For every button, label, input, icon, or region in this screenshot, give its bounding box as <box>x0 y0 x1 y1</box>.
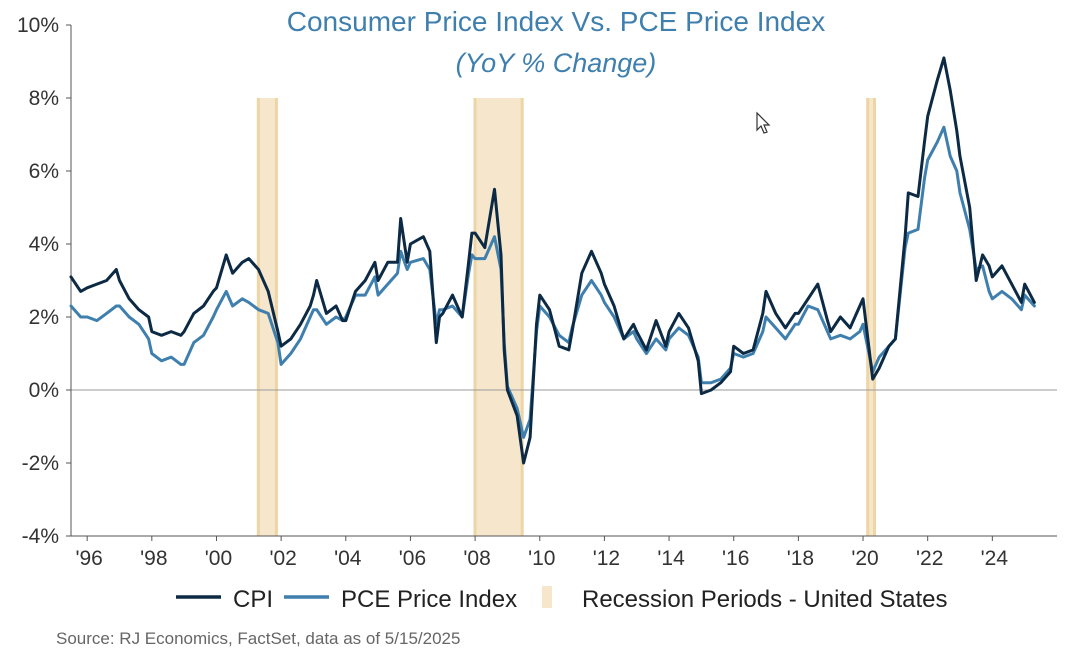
y-tick-label: 8% <box>29 87 59 110</box>
legend-item: Recession Periods - United States <box>542 586 948 613</box>
x-tick-label: '10 <box>528 547 555 570</box>
x-tick-label: '98 <box>140 547 167 570</box>
x-tick-label: '04 <box>334 547 362 570</box>
recession-band-fill <box>256 98 278 536</box>
legend: CPI PCE Price Index Recession Periods - Un… <box>176 586 948 613</box>
legend-swatch <box>542 586 552 608</box>
y-tick-label: 2% <box>29 306 59 329</box>
x-tick-label: '06 <box>399 547 426 570</box>
source-note: Source: RJ Economics, FactSet, data as o… <box>56 629 460 648</box>
mouse-cursor-icon <box>756 111 771 134</box>
recession-band-edge <box>473 98 477 536</box>
x-tick-label: '24 <box>981 547 1009 570</box>
y-tick-label: -2% <box>22 452 59 475</box>
series-line-cpi <box>69 56 1036 465</box>
recession-band-fill <box>866 98 876 536</box>
chart-subtitle: (YoY % Change) <box>456 48 657 78</box>
legend-label: Recession Periods - United States <box>582 586 948 613</box>
y-tick-label: 10% <box>17 14 59 37</box>
x-tick-label: '08 <box>463 547 490 570</box>
recession-band-edge <box>520 98 524 536</box>
x-tick-label: '00 <box>205 547 232 570</box>
y-tick-label: 0% <box>29 379 59 402</box>
x-tick-label: '96 <box>75 547 102 570</box>
x-tick-label: '22 <box>916 547 943 570</box>
recession-band-edge <box>872 98 876 536</box>
y-tick-label: 6% <box>29 160 59 183</box>
legend-item: PCE Price Index <box>284 586 517 613</box>
recession-band <box>256 98 278 536</box>
y-axis: -4% -2% 0% 2% 4% 6% 8% 10% <box>17 14 71 548</box>
recession-band-fill <box>473 98 524 536</box>
y-tick-label: -4% <box>22 525 59 548</box>
series-line-pce-price-index <box>69 125 1036 439</box>
legend-label: PCE Price Index <box>341 586 517 613</box>
recession-band-edge <box>256 98 260 536</box>
legend-label: CPI <box>233 586 273 613</box>
x-tick-label: '02 <box>269 547 296 570</box>
recession-band-edge <box>866 98 870 536</box>
recession-band <box>473 98 524 536</box>
series-lines <box>69 56 1036 465</box>
x-tick-label: '14 <box>657 547 685 570</box>
x-tick-label: '18 <box>787 547 814 570</box>
x-tick-label: '12 <box>593 547 620 570</box>
recession-band-edge <box>274 98 278 536</box>
y-tick-label: 4% <box>29 233 59 256</box>
recession-band <box>866 98 876 536</box>
recession-bands <box>256 98 876 536</box>
x-axis: '96 '98 '00 '02 '04 '06 '08 '10 '12 '14 '16 '18 '20 '… <box>75 536 1008 570</box>
chart-title: Consumer Price Index Vs. PCE Price Index <box>287 6 825 37</box>
x-tick-label: '16 <box>722 547 749 570</box>
legend-item: CPI <box>176 586 273 613</box>
x-tick-label: '20 <box>851 547 878 570</box>
